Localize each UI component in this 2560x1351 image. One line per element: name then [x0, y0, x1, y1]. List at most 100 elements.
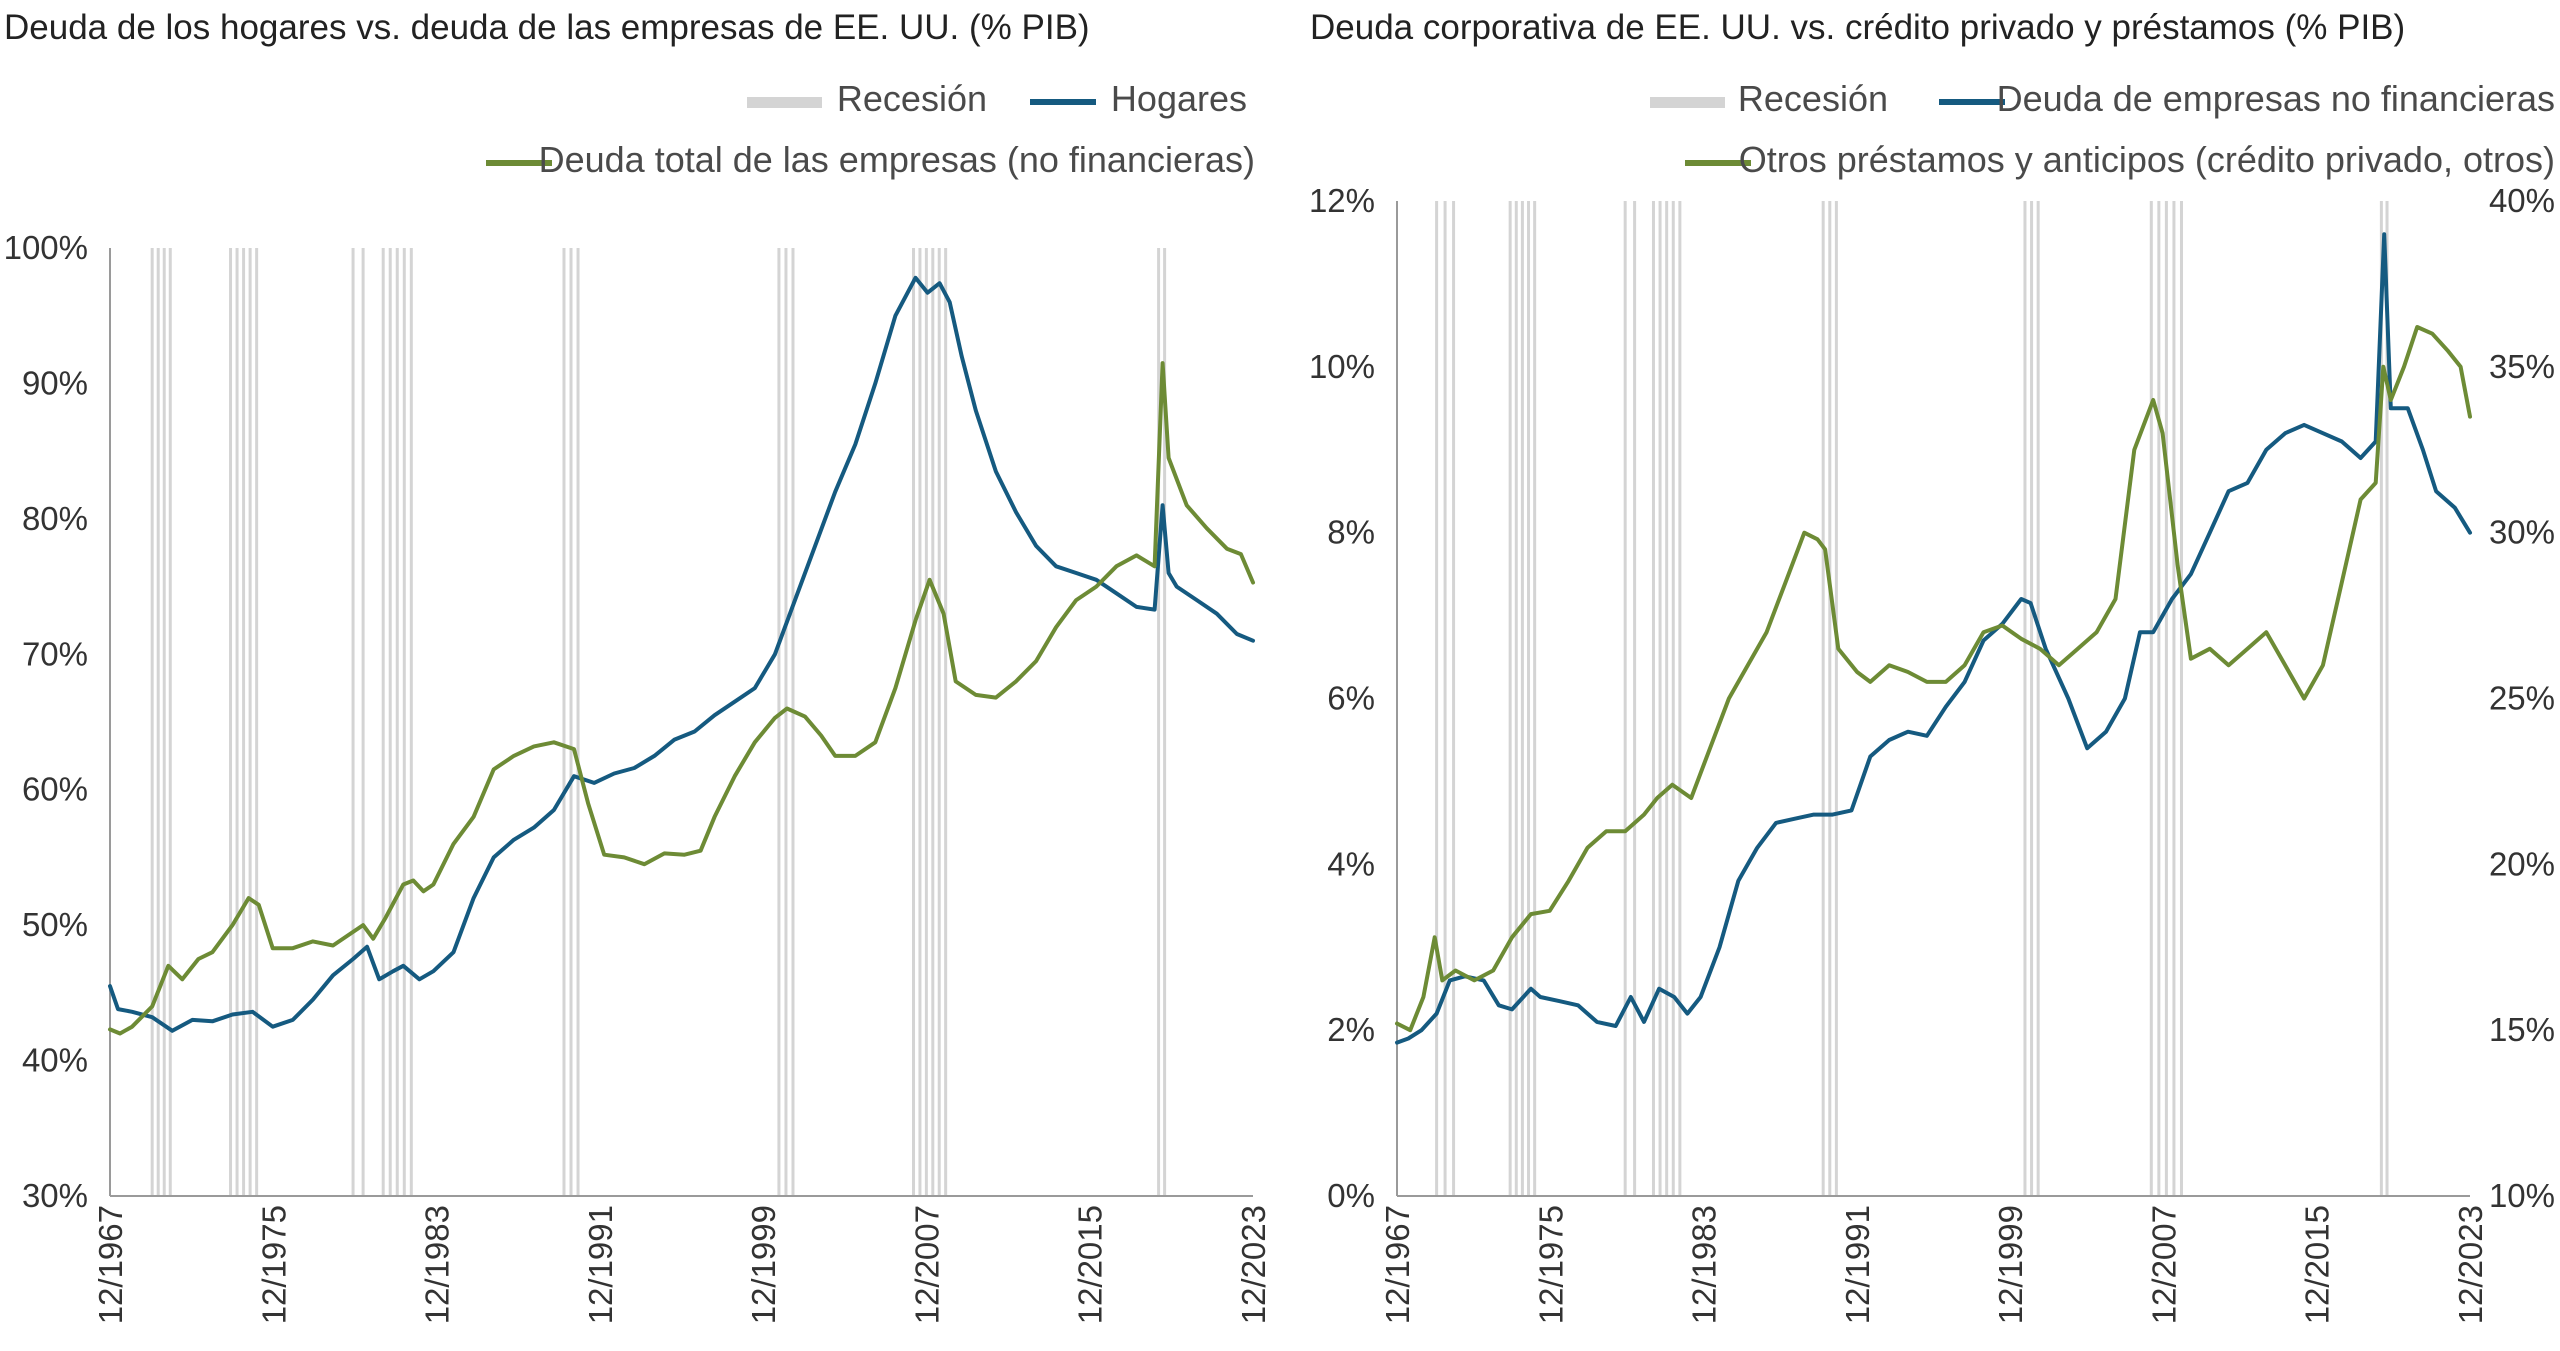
x-tick-label: 12/1967	[1379, 1205, 1416, 1324]
chart-1-title: Deuda de los hogares vs. deuda de las em…	[4, 8, 1090, 47]
recession-band-2	[248, 248, 252, 1196]
recession-band-4	[1665, 201, 1669, 1196]
y-tick-label: 50%	[22, 906, 88, 943]
recession-band-1	[156, 248, 160, 1196]
y2-tick-label: 10%	[2489, 1177, 2555, 1214]
recession-band-4	[409, 248, 413, 1196]
recession-band-2	[235, 248, 239, 1196]
recession-band-4	[1671, 201, 1675, 1196]
recession-band-4	[402, 248, 406, 1196]
recession-band-4	[381, 248, 385, 1196]
recession-band-1	[1435, 201, 1439, 1196]
y2-tick-label: 30%	[2489, 514, 2555, 551]
recession-band-7	[912, 248, 916, 1196]
recession-band-6	[777, 248, 781, 1196]
recession-band-2	[1514, 201, 1518, 1196]
recession-band-8	[1157, 248, 1161, 1196]
recession-band-6	[791, 248, 795, 1196]
recession-band-7	[924, 248, 928, 1196]
recession-band-7	[2164, 201, 2168, 1196]
x-tick-label: 12/2015	[1072, 1205, 1109, 1324]
recession-band-7	[2179, 201, 2183, 1196]
recession-band-7	[944, 248, 948, 1196]
recession-band-6	[784, 248, 788, 1196]
recession-band-8	[1163, 248, 1167, 1196]
recession-band-5	[569, 248, 573, 1196]
x-tick-label: 12/2023	[1235, 1205, 1272, 1324]
chart-1: 100% 90% 80% 70% 60% 50% 40% 30%12/1967 12/1975 1…	[4, 229, 1272, 1324]
recession-band-8	[2379, 201, 2383, 1196]
recession-band-6	[2030, 201, 2034, 1196]
chart-1-legend-empresas-label: Deuda total de las empresas (no financie…	[538, 139, 1255, 180]
chart-2-legend-recession-label: Recesión	[1737, 78, 1888, 119]
y-tick-label: 12%	[1309, 182, 1375, 219]
recession-band-1	[162, 248, 166, 1196]
y-tick-label: 30%	[22, 1177, 88, 1214]
recession-band-2	[242, 248, 246, 1196]
x-tick-label: 12/1967	[92, 1205, 129, 1324]
x-tick-label: 12/2023	[2452, 1205, 2489, 1324]
recession-band-4	[1678, 201, 1682, 1196]
recession-band-1	[1452, 201, 1456, 1196]
x-tick-label: 12/1999	[1992, 1205, 2029, 1324]
y-tick-label: 70%	[22, 635, 88, 672]
x-tick-label: 12/1975	[1532, 1205, 1569, 1324]
x-tick-label: 12/2007	[2145, 1205, 2182, 1324]
recession-band-5	[1828, 201, 1832, 1196]
recession-band-1	[1443, 201, 1447, 1196]
series-line-green	[1395, 325, 2472, 1033]
x-tick-label: 12/1975	[255, 1205, 292, 1324]
y-tick-label: 10%	[1309, 348, 1375, 385]
recession-band-5	[562, 248, 566, 1196]
x-tick-label: 12/1983	[1686, 1205, 1723, 1324]
recession-band-4	[395, 248, 399, 1196]
chart-1-legend-empresas-swatch	[486, 160, 552, 166]
recession-band-7	[918, 248, 922, 1196]
recession-band-7	[931, 248, 935, 1196]
recession-band-2	[1508, 201, 1512, 1196]
y2-tick-label: 40%	[2489, 182, 2555, 219]
y-tick-label: 80%	[22, 500, 88, 537]
y-tick-label: 6%	[1327, 680, 1375, 717]
chart-2-legend-otros-swatch	[1685, 160, 1751, 166]
recession-band-4	[388, 248, 392, 1196]
y-tick-label: 40%	[22, 1042, 88, 1079]
recession-band-3	[1633, 201, 1637, 1196]
chart-2-legend-recession-swatch	[1650, 97, 1725, 108]
recession-band-3	[1623, 201, 1627, 1196]
series-line-blue	[1395, 232, 2472, 1045]
recession-band-5	[1834, 201, 1838, 1196]
y-tick-label: 2%	[1327, 1011, 1375, 1048]
recession-band-1	[168, 248, 172, 1196]
y-tick-label: 4%	[1327, 845, 1375, 882]
y-tick-label: 90%	[22, 364, 88, 401]
x-tick-label: 12/1991	[1839, 1205, 1876, 1324]
recession-band-3	[351, 248, 355, 1196]
recession-band-7	[2149, 201, 2153, 1196]
chart-1-legend-recession-label: Recesión	[836, 78, 987, 119]
recession-band-4	[1658, 201, 1662, 1196]
recession-band-7	[937, 248, 941, 1196]
y-tick-label: 100%	[4, 229, 88, 266]
chart-2-legend-otros-label: Otros préstamos y anticipos (crédito pri…	[1738, 139, 2555, 180]
chart-2-legend-deuda-label: Deuda de empresas no financieras	[1996, 78, 2555, 119]
y2-tick-label: 35%	[2489, 348, 2555, 385]
y-tick-label: 0%	[1327, 1177, 1375, 1214]
x-tick-label: 12/1991	[582, 1205, 619, 1324]
recession-band-8	[2385, 201, 2389, 1196]
chart-2-title: Deuda corporativa de EE. UU. vs. crédito…	[1310, 8, 2406, 47]
x-tick-label: 12/2015	[2299, 1205, 2336, 1324]
chart-2: 12%10%8%6%4%2%0%40%35%30%25%20%15%10%12/…	[1309, 182, 2555, 1324]
x-tick-label: 12/1983	[419, 1205, 456, 1324]
recession-band-2	[1520, 201, 1524, 1196]
recession-band-7	[2157, 201, 2161, 1196]
x-tick-label: 12/2007	[908, 1205, 945, 1324]
y2-tick-label: 15%	[2489, 1011, 2555, 1048]
recession-band-7	[2172, 201, 2176, 1196]
recession-band-2	[255, 248, 259, 1196]
y-tick-label: 60%	[22, 771, 88, 808]
y-tick-label: 8%	[1327, 514, 1375, 551]
recession-band-4	[1651, 201, 1655, 1196]
y2-tick-label: 20%	[2489, 845, 2555, 882]
